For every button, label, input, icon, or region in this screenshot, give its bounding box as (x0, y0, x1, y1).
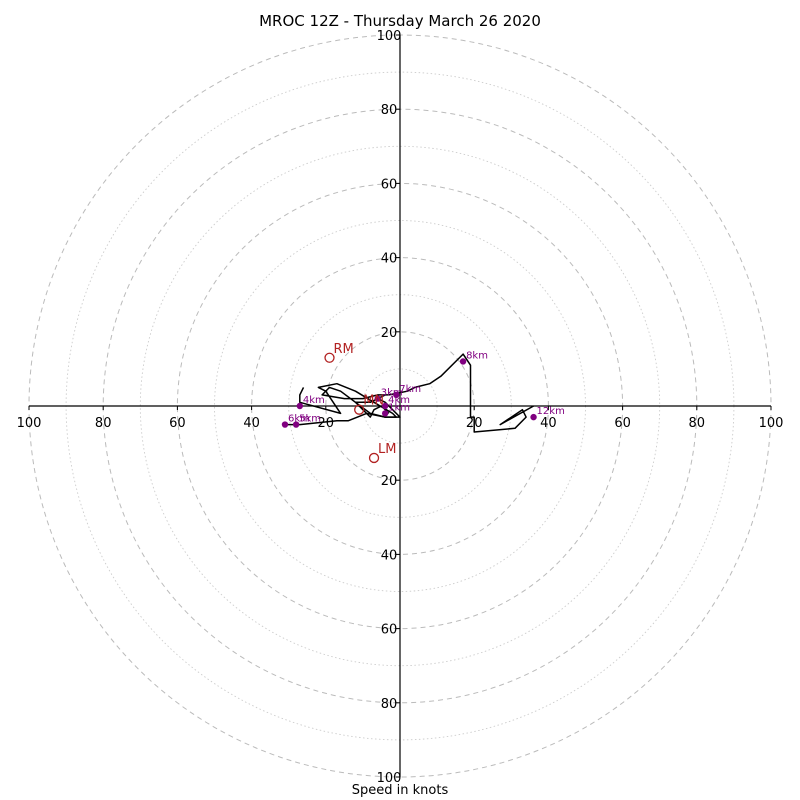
x-axis-label: Speed in knots (351, 783, 449, 798)
x-tick-label: 20 (318, 416, 335, 431)
storm-motion-label: LM (378, 442, 396, 457)
storm-motion-label: RM (334, 342, 354, 357)
storm-motion-marker (368, 452, 380, 464)
height-marker (374, 395, 381, 402)
storm-motion-marker (324, 352, 335, 363)
x-tick-label: 100 (759, 416, 784, 431)
y-tick-label: 60 (381, 177, 398, 192)
height-marker (296, 402, 304, 410)
height-marker-label: 7km (399, 384, 421, 395)
height-marker-label: 4km (303, 395, 325, 406)
height-marker-label: 3km (381, 388, 403, 399)
x-tick-label: 80 (95, 416, 112, 431)
chart-title: MROC 12Z - Thursday March 26 2020 (259, 12, 541, 30)
height-marker (459, 358, 467, 365)
height-marker-label: 12km (537, 406, 565, 417)
height-marker (530, 413, 537, 421)
height-marker (292, 421, 300, 428)
y-tick-label: 40 (381, 548, 398, 563)
storm-motion-label: MN (363, 394, 384, 409)
storm-motion-marker (354, 404, 365, 415)
x-tick-label: 40 (540, 416, 557, 431)
x-tick-label: 80 (689, 416, 706, 431)
height-marker (393, 391, 400, 399)
hodograph-trace-segment (285, 382, 398, 426)
y-tick-label: 100 (377, 771, 402, 786)
height-marker (381, 402, 389, 410)
height-marker-label: 1km (388, 402, 410, 413)
y-tick-label: 20 (381, 326, 398, 341)
y-tick-label: 100 (377, 29, 402, 44)
x-tick-label: 100 (17, 416, 42, 431)
y-tick-label: 80 (381, 697, 398, 712)
y-tick-label: 80 (381, 103, 398, 118)
height-marker-label: 6km (288, 414, 310, 425)
height-marker (281, 421, 289, 428)
y-tick-label: 20 (381, 474, 398, 489)
height-marker-label: 5km (299, 414, 321, 425)
hodograph-trace (321, 353, 534, 433)
y-tick-label: 40 (381, 252, 398, 267)
x-tick-label: 60 (614, 416, 631, 431)
height-marker (381, 410, 389, 417)
height-marker-label: 8km (466, 350, 488, 361)
x-tick-label: 60 (169, 416, 186, 431)
y-tick-label: 60 (381, 623, 398, 638)
x-tick-label: 40 (243, 416, 260, 431)
height-marker-label: 4km (388, 395, 410, 406)
